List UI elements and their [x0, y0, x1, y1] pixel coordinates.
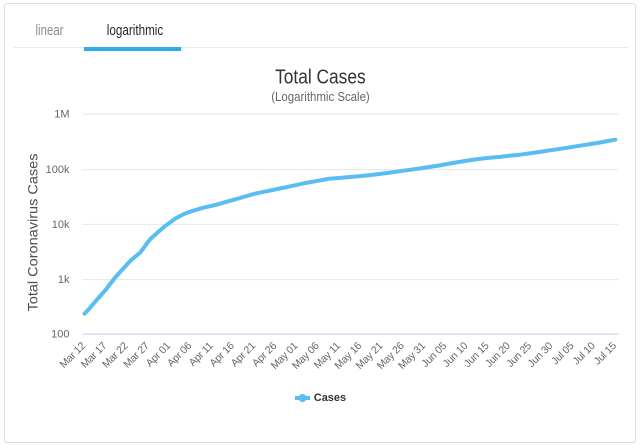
- svg-text:Jun 30: Jun 30: [525, 340, 555, 370]
- svg-text:100: 100: [51, 329, 69, 341]
- svg-text:logarithmic: logarithmic: [107, 22, 164, 39]
- svg-text:(Logarithmic Scale): (Logarithmic Scale): [271, 89, 370, 104]
- svg-text:linear: linear: [36, 22, 64, 39]
- svg-text:Jul 10: Jul 10: [570, 340, 598, 368]
- svg-text:Cases: Cases: [314, 392, 346, 404]
- svg-text:Total Cases: Total Cases: [275, 67, 366, 89]
- svg-text:1k: 1k: [58, 274, 70, 286]
- svg-text:100k: 100k: [46, 164, 70, 176]
- svg-text:Jul 15: Jul 15: [592, 340, 620, 368]
- svg-text:1M: 1M: [54, 109, 69, 121]
- svg-text:Total Coronavirus Cases: Total Coronavirus Cases: [25, 154, 41, 312]
- svg-text:Jul 05: Jul 05: [549, 340, 577, 368]
- svg-text:10k: 10k: [52, 219, 70, 231]
